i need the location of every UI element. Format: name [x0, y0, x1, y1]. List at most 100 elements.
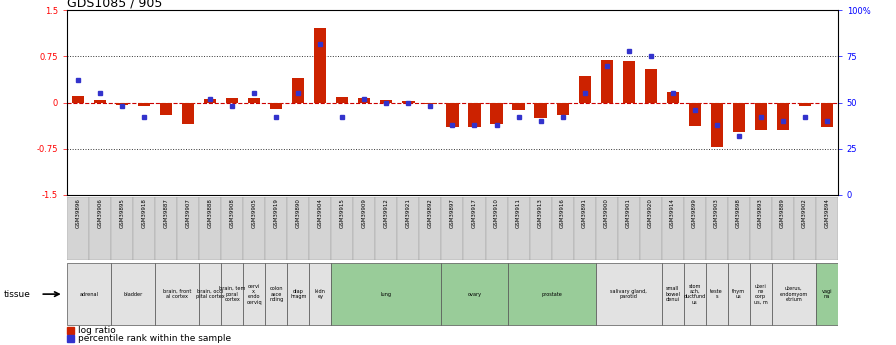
Bar	[309, 264, 332, 325]
Bar	[309, 197, 332, 260]
Text: stom
ach,
ductfund
us: stom ach, ductfund us	[684, 284, 706, 305]
Text: GSM39918: GSM39918	[142, 199, 147, 228]
Text: colon
asce
nding: colon asce nding	[269, 286, 283, 302]
Text: GSM39910: GSM39910	[494, 199, 499, 228]
Text: GSM39919: GSM39919	[274, 199, 279, 228]
Bar	[689, 103, 701, 126]
Bar	[552, 197, 573, 260]
Bar	[442, 197, 463, 260]
Bar	[265, 264, 288, 325]
Text: GSM39898: GSM39898	[737, 199, 741, 228]
Bar	[684, 197, 706, 260]
Text: GSM39912: GSM39912	[383, 199, 389, 228]
Text: brain, front
al cortex: brain, front al cortex	[163, 289, 192, 299]
Text: log ratio: log ratio	[78, 326, 116, 335]
Bar	[771, 197, 794, 260]
Bar	[67, 197, 90, 260]
Bar	[821, 103, 832, 127]
Bar	[134, 197, 155, 260]
Text: GSM39900: GSM39900	[604, 199, 609, 228]
Bar	[486, 197, 507, 260]
Bar	[204, 99, 216, 103]
Bar	[596, 197, 617, 260]
Bar	[777, 103, 788, 130]
Text: GSM39909: GSM39909	[362, 199, 367, 228]
Bar	[507, 264, 596, 325]
Text: GSM39890: GSM39890	[296, 199, 301, 228]
Bar	[754, 103, 767, 130]
Text: GSM39916: GSM39916	[560, 199, 565, 228]
Bar	[67, 264, 111, 325]
Text: thym
us: thym us	[732, 289, 745, 299]
Bar	[244, 197, 265, 260]
Bar	[490, 103, 503, 124]
Bar	[798, 103, 811, 106]
Bar	[600, 60, 613, 103]
Text: GSM39914: GSM39914	[670, 199, 676, 228]
Bar	[138, 103, 151, 106]
Bar	[199, 197, 221, 260]
Bar	[90, 197, 111, 260]
Bar	[446, 103, 459, 127]
Text: GSM39891: GSM39891	[582, 199, 587, 228]
Text: GSM39894: GSM39894	[824, 199, 830, 228]
Bar	[419, 197, 442, 260]
Bar	[353, 197, 375, 260]
Bar	[116, 103, 128, 105]
Bar	[728, 197, 750, 260]
Text: brain, tem
poral
cortex: brain, tem poral cortex	[220, 286, 246, 302]
Text: GSM39896: GSM39896	[75, 199, 81, 228]
Text: diap
hragm: diap hragm	[290, 289, 306, 299]
Text: GSM39887: GSM39887	[164, 199, 168, 228]
Bar	[332, 264, 442, 325]
Text: tissue: tissue	[4, 289, 30, 299]
Bar	[442, 264, 507, 325]
Text: vagi
na: vagi na	[822, 289, 832, 299]
Bar	[771, 264, 815, 325]
Text: bladder: bladder	[124, 292, 142, 297]
Bar	[513, 103, 524, 110]
Bar	[336, 97, 349, 103]
Bar	[375, 197, 398, 260]
Bar	[750, 264, 771, 325]
Text: percentile rank within the sample: percentile rank within the sample	[78, 334, 231, 343]
Bar	[292, 78, 305, 103]
Bar	[623, 61, 634, 103]
Bar	[644, 69, 657, 103]
Bar	[199, 264, 221, 325]
Bar	[507, 197, 530, 260]
Bar	[182, 103, 194, 124]
Text: GSM39899: GSM39899	[692, 199, 697, 228]
Bar	[463, 197, 486, 260]
Text: GSM39906: GSM39906	[98, 199, 103, 228]
Text: lung: lung	[381, 292, 392, 297]
Text: adrenal: adrenal	[80, 292, 99, 297]
Bar	[177, 197, 199, 260]
Bar	[425, 103, 436, 105]
Bar	[398, 197, 419, 260]
Bar	[794, 197, 815, 260]
Bar	[244, 264, 265, 325]
Bar	[221, 197, 244, 260]
Bar	[155, 197, 177, 260]
Text: GSM39915: GSM39915	[340, 199, 345, 228]
Bar	[815, 264, 838, 325]
Text: salivary gland,
parotid: salivary gland, parotid	[610, 289, 647, 299]
Bar	[358, 98, 370, 103]
Text: GSM39901: GSM39901	[626, 199, 631, 228]
Bar	[733, 103, 745, 132]
Bar	[402, 101, 415, 103]
Bar	[332, 197, 353, 260]
Bar	[67, 327, 74, 334]
Text: GSM39917: GSM39917	[472, 199, 477, 228]
Text: ovary: ovary	[468, 292, 481, 297]
Bar	[314, 28, 326, 103]
Bar	[248, 98, 261, 103]
Text: small
bowel
denui: small bowel denui	[665, 286, 680, 302]
Bar	[271, 103, 282, 109]
Text: uteri
ne
corp
us, m: uteri ne corp us, m	[754, 284, 768, 305]
Text: GSM39895: GSM39895	[120, 199, 125, 228]
Bar	[706, 264, 728, 325]
Text: prostate: prostate	[541, 292, 562, 297]
Bar	[221, 264, 244, 325]
